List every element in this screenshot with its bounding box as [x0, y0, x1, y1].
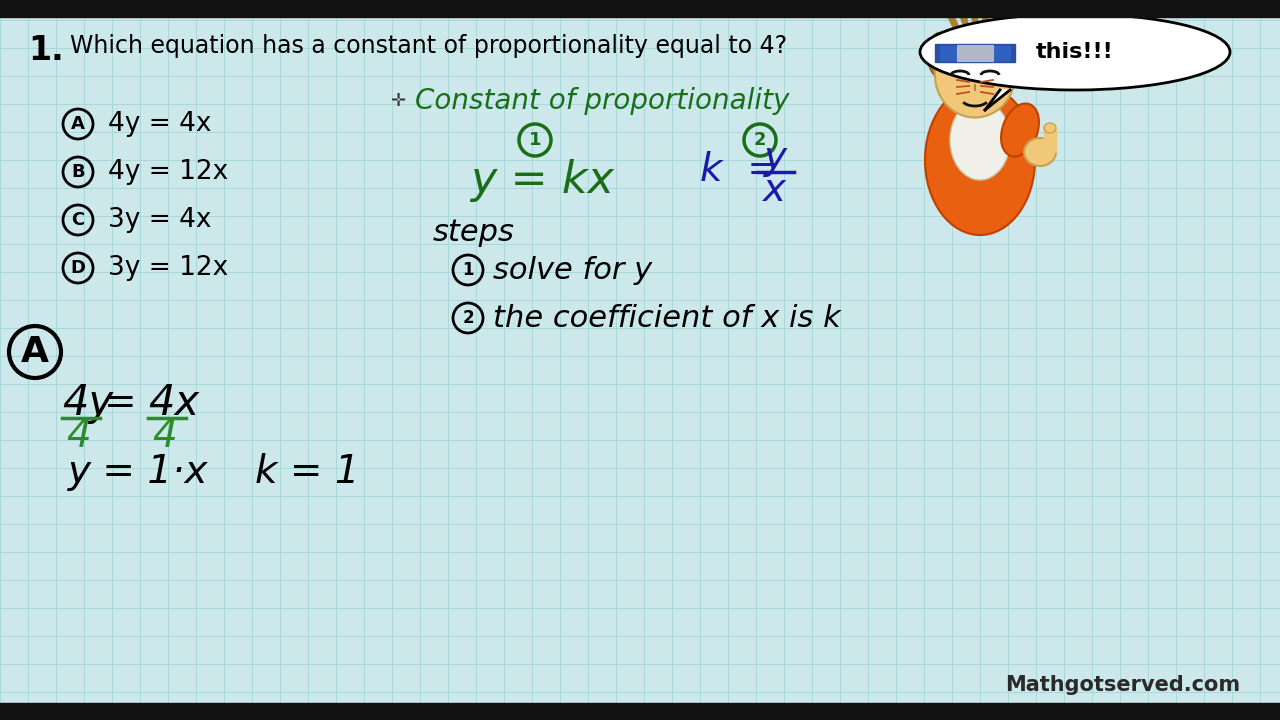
Text: the coefficient of x is k: the coefficient of x is k [493, 304, 841, 333]
Text: 2: 2 [754, 131, 767, 149]
Text: steps: steps [433, 217, 515, 246]
Ellipse shape [920, 14, 1230, 90]
Bar [0, 0, 1280, 17]
Ellipse shape [1001, 104, 1039, 156]
Text: 4: 4 [152, 417, 178, 455]
Text: 3y = 4x: 3y = 4x [108, 207, 211, 233]
Text: ✛: ✛ [390, 92, 406, 110]
Text: 4y: 4y [61, 382, 113, 424]
Text: =: = [104, 384, 136, 422]
Text: 4y = 12x: 4y = 12x [108, 159, 228, 185]
Text: 2: 2 [462, 309, 474, 327]
Text: k  =: k = [700, 151, 780, 189]
Text: 3y = 12x: 3y = 12x [108, 255, 228, 281]
Bar [934, 44, 1015, 62]
Ellipse shape [928, 32, 952, 78]
Text: 4y = 4x: 4y = 4x [108, 111, 211, 137]
Text: 4x: 4x [148, 382, 200, 424]
Bar [1044, 130, 1056, 152]
Text: 4: 4 [67, 417, 91, 455]
Text: Constant of proportionality: Constant of proportionality [415, 87, 790, 115]
Text: x: x [763, 171, 786, 209]
Polygon shape [986, 90, 1010, 110]
Text: Mathgotserved.com: Mathgotserved.com [1005, 675, 1240, 695]
Text: this!!!: this!!! [1036, 42, 1114, 62]
Text: Which equation has a constant of proportionality equal to 4?: Which equation has a constant of proport… [70, 34, 787, 58]
Ellipse shape [1024, 138, 1056, 166]
Text: y: y [763, 139, 786, 177]
Text: 1: 1 [462, 261, 474, 279]
Text: 1.: 1. [28, 34, 64, 67]
Text: y = 1·x: y = 1·x [68, 453, 209, 491]
Text: k = 1: k = 1 [255, 453, 360, 491]
Text: A: A [20, 335, 49, 369]
Ellipse shape [997, 32, 1023, 78]
Text: solve for y: solve for y [493, 256, 652, 284]
Bar [940, 46, 1010, 60]
Text: C: C [72, 211, 84, 229]
Ellipse shape [934, 32, 1015, 117]
Text: B: B [72, 163, 84, 181]
Text: y = kx: y = kx [470, 158, 614, 202]
Ellipse shape [1044, 123, 1056, 133]
Ellipse shape [950, 100, 1010, 180]
Bar [0, 703, 1280, 720]
Text: D: D [70, 259, 86, 277]
Text: A: A [72, 115, 84, 133]
Ellipse shape [925, 85, 1036, 235]
Text: 1: 1 [529, 131, 541, 149]
Bar [957, 45, 993, 61]
